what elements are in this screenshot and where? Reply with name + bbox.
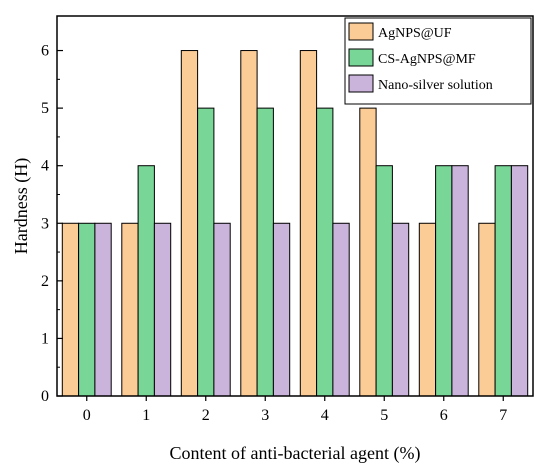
bar-agnps-uf-1 [121, 222, 139, 397]
bar-nano-silver-solution-0 [94, 222, 112, 397]
legend-box [344, 17, 532, 105]
x-tick-label: 4 [321, 407, 329, 424]
bar-nano-silver-solution-5 [391, 222, 410, 397]
bars-layer [61, 50, 529, 397]
y-tick-label: 0 [41, 388, 49, 405]
legend-label: Nano-silver solution [378, 78, 493, 93]
y-tick-label: 5 [41, 100, 49, 117]
bar-nano-silver-solution-2 [213, 222, 231, 397]
x-tick-label: 5 [380, 407, 388, 424]
bar-cs-agnps-mf-1 [137, 165, 155, 397]
bar-nano-silver-solution-6 [451, 165, 469, 397]
bar-agnps-uf-6 [418, 222, 437, 397]
bar-nano-silver-solution-3 [272, 222, 291, 397]
bar-agnps-uf-2 [180, 50, 199, 397]
bar-nano-silver-solution-4 [332, 222, 350, 397]
y-tick-label: 4 [41, 158, 49, 175]
x-tick-label: 0 [83, 407, 91, 424]
legend-swatch [348, 74, 374, 93]
bar-cs-agnps-mf-6 [435, 165, 453, 397]
bar-cs-agnps-mf-5 [375, 165, 393, 397]
y-axis-label: Hardness (H) [11, 158, 32, 254]
y-tick-label: 2 [41, 273, 49, 290]
x-axis: 0 1 2 3 4 5 6 7 [83, 396, 507, 424]
x-tick-label: 6 [440, 407, 448, 424]
y-axis: 0 1 2 3 4 5 6 [41, 43, 63, 405]
y-tick-label: 1 [41, 330, 49, 347]
bar-agnps-uf-3 [240, 50, 258, 397]
legend: AgNPS@UF CS-AgNPS@MF Nano-silver solution [344, 17, 532, 105]
x-axis-label: Content of anti-bacterial agent (%) [170, 443, 421, 464]
bar-nano-silver-solution-7 [510, 165, 529, 397]
bar-cs-agnps-mf-7 [494, 165, 512, 397]
bar-cs-agnps-mf-0 [78, 222, 96, 397]
legend-swatch [348, 48, 374, 67]
bar-cs-agnps-mf-2 [197, 107, 215, 397]
plot-frame [56, 15, 534, 397]
x-tick-label: 7 [499, 407, 507, 424]
bar-cs-agnps-mf-3 [256, 107, 274, 397]
x-tick-label: 3 [261, 407, 269, 424]
x-tick-label: 1 [142, 407, 150, 424]
bar-cs-agnps-mf-4 [316, 107, 334, 397]
bar-agnps-uf-0 [61, 222, 80, 397]
bar-nano-silver-solution-1 [153, 222, 172, 397]
legend-label: CS-AgNPS@MF [378, 52, 476, 67]
legend-label: AgNPS@UF [378, 26, 452, 41]
y-tick-label: 3 [41, 215, 49, 232]
x-tick-label: 2 [202, 407, 210, 424]
bar-agnps-uf-7 [478, 222, 496, 397]
bar-agnps-uf-4 [299, 50, 318, 397]
legend-swatch [348, 22, 374, 41]
y-tick-label: 6 [41, 43, 49, 60]
bar-agnps-uf-5 [359, 107, 377, 397]
